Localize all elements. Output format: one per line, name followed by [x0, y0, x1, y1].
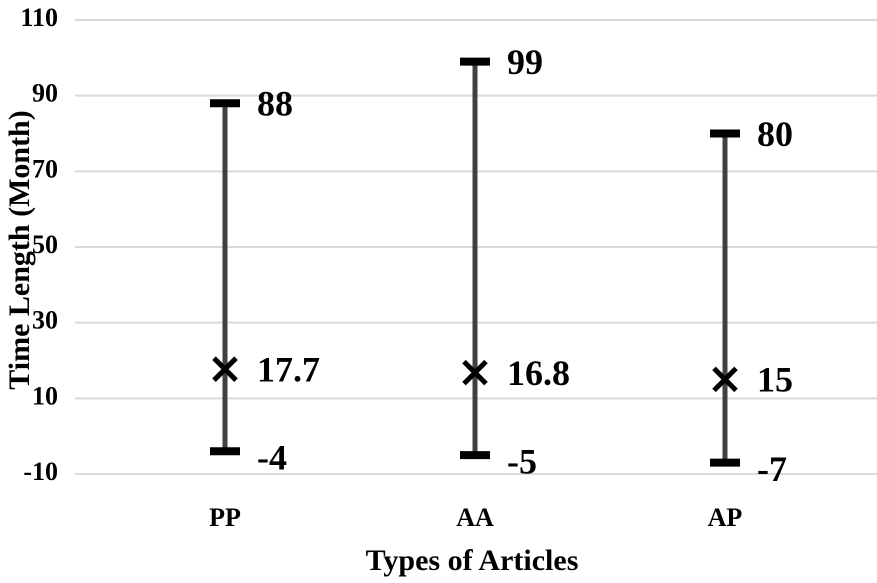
y-tick-label: 110: [20, 3, 58, 32]
mean-marker: [212, 356, 238, 382]
high-label: 80: [757, 114, 793, 154]
y-tick-label: 50: [32, 230, 58, 259]
y-tick-label: 30: [32, 306, 58, 335]
x-tick-label: AP: [708, 503, 743, 532]
mean-label: 17.7: [257, 349, 320, 389]
x-tick-label: AA: [456, 503, 494, 532]
y-tick-label: -10: [23, 457, 58, 486]
low-label: -5: [507, 441, 537, 481]
y-axis-title: Time Length (Month): [3, 110, 36, 389]
low-label: -4: [257, 438, 287, 478]
x-axis-title: Types of Articles: [366, 544, 579, 577]
mean-marker: [462, 359, 488, 386]
mean-label: 16.8: [507, 353, 570, 393]
low-label: -7: [757, 449, 787, 489]
y-tick-label: 90: [32, 79, 58, 108]
mean-marker: [712, 366, 738, 393]
high-label: 99: [507, 42, 543, 82]
y-tick-label: 70: [32, 154, 58, 183]
high-label: 88: [257, 83, 293, 123]
x-tick-label: PP: [209, 503, 241, 532]
y-tick-label: 10: [32, 381, 58, 410]
mean-label: 15: [757, 360, 793, 400]
